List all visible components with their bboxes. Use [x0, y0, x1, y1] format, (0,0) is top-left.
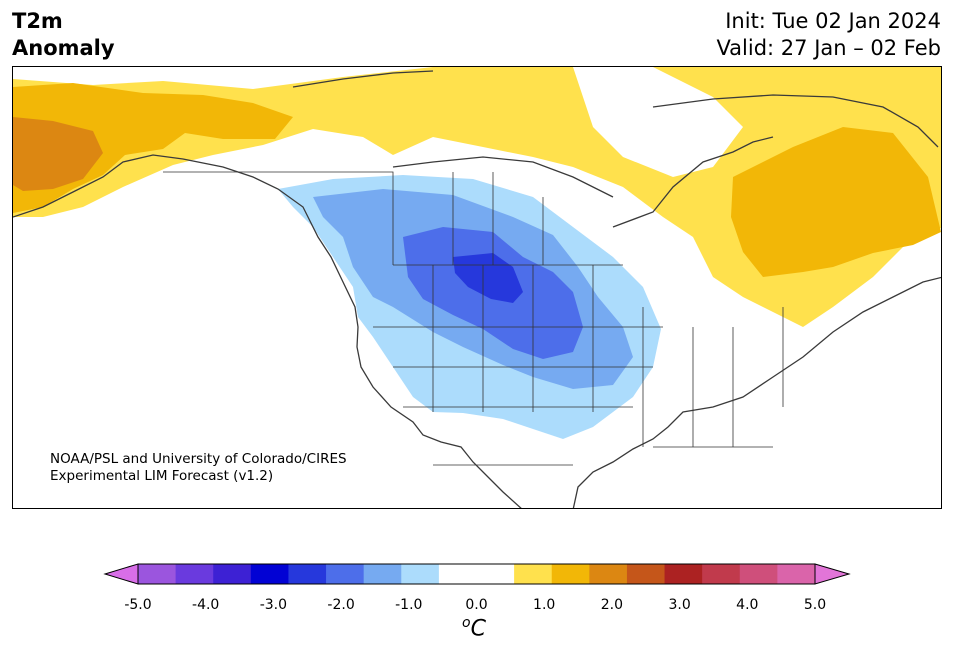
colorbar-outline — [137, 563, 816, 585]
colorbar-cell — [739, 564, 778, 584]
colorbar-tick-label: 2.0 — [600, 597, 624, 613]
colorbar-tick-label: 3.0 — [668, 597, 691, 613]
colorbar-extend-high — [814, 563, 851, 585]
colorbar-tick-label: -2.0 — [327, 597, 355, 613]
colorbar-cell — [438, 564, 477, 584]
colorbar-cell — [777, 564, 816, 584]
credit-line-1: NOAA/PSL and University of Colorado/CIRE… — [50, 451, 347, 467]
colorbar-cell — [250, 564, 289, 584]
colorbar-tick-label: -5.0 — [124, 597, 152, 613]
colorbar-extend-low — [103, 563, 139, 585]
colorbar-cell — [514, 564, 553, 584]
colorbar-tick-label: -3.0 — [259, 597, 288, 613]
neutral-arctic-patch — [573, 67, 743, 177]
colorbar-unit: oC — [462, 615, 486, 641]
warm-anomaly-alaska-core — [13, 117, 103, 191]
colorbar-tick-label: -4.0 — [192, 597, 220, 613]
colorbar-cell — [664, 564, 703, 584]
colorbar-cell — [138, 564, 177, 584]
colorbar-ticks: -5.0 -4.0 -3.0 -2.0 -1.0 0.0 1.0 2.0 3.0 4.0 5.0 — [0, 597, 953, 617]
map-svg: NOAA/PSL and University of Colorado/CIRE… — [13, 67, 941, 508]
colorbar-cell — [326, 564, 365, 584]
valid-period: Valid: 27 Jan – 02 Feb — [716, 36, 941, 60]
colorbar-cell — [626, 564, 666, 584]
colorbar-tick-label: 0.0 — [465, 597, 488, 613]
colorbar-cell — [401, 564, 440, 584]
colorbar-cell — [288, 564, 327, 584]
unit-degree: o — [462, 615, 471, 631]
forecast-dates: Init: Tue 02 Jan 2024 Valid: 27 Jan – 02… — [716, 8, 941, 62]
colorbar-cell — [702, 564, 741, 584]
colorbar-cell — [213, 564, 252, 584]
title-line-2: Anomaly — [12, 36, 115, 60]
colorbar-tick-label: 4.0 — [736, 597, 759, 613]
colorbar-cell — [363, 564, 402, 584]
colorbar-cell — [476, 564, 515, 584]
colorbar-cells — [138, 564, 816, 584]
coastlines — [13, 70, 941, 508]
title-line-1: T2m — [12, 9, 63, 33]
map-title: T2m Anomaly — [12, 8, 115, 62]
colorbar-tick-label: 1.0 — [533, 597, 556, 613]
borders — [163, 171, 784, 466]
colorbar-cell — [551, 564, 590, 584]
anomaly-map: NOAA/PSL and University of Colorado/CIRE… — [12, 66, 942, 509]
credit-line-2: Experimental LIM Forecast (v1.2) — [50, 468, 273, 484]
colorbar — [103, 563, 851, 585]
warm-anomaly-quebec — [731, 127, 941, 277]
warm-anomaly-alaska — [13, 83, 293, 213]
colorbar-cell — [175, 564, 214, 584]
colorbar-tick-label: -1.0 — [395, 597, 423, 613]
colorbar-tick-label: 5.0 — [803, 597, 827, 613]
cold-anomaly-core — [453, 253, 523, 303]
init-date: Init: Tue 02 Jan 2024 — [725, 9, 941, 33]
unit-label: C — [470, 616, 486, 642]
colorbar-cell — [589, 564, 628, 584]
